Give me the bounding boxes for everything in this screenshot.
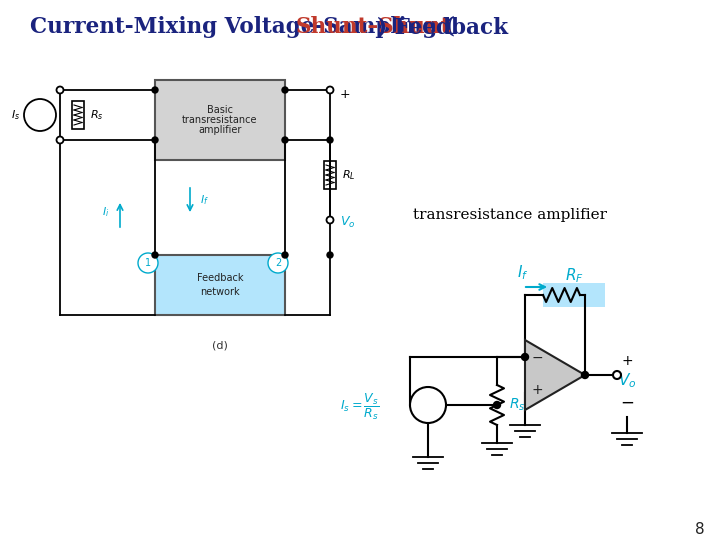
Circle shape	[582, 372, 588, 379]
Text: network: network	[200, 287, 240, 297]
Text: $V_o$: $V_o$	[618, 372, 636, 390]
Circle shape	[493, 402, 500, 408]
Text: amplifier: amplifier	[198, 125, 242, 135]
Circle shape	[282, 87, 288, 93]
FancyBboxPatch shape	[324, 161, 336, 189]
Text: +: +	[621, 354, 633, 368]
Text: $I_i$: $I_i$	[102, 205, 109, 219]
Text: 8: 8	[696, 523, 705, 537]
Text: $R_s$: $R_s$	[90, 108, 104, 122]
Circle shape	[138, 253, 158, 273]
Circle shape	[521, 354, 528, 361]
FancyBboxPatch shape	[543, 283, 605, 307]
Circle shape	[282, 137, 288, 143]
Text: $I_s = \dfrac{V_s}{R_s}$: $I_s = \dfrac{V_s}{R_s}$	[340, 392, 379, 422]
Text: $I_f$: $I_f$	[517, 264, 528, 282]
Text: +: +	[340, 89, 351, 102]
Text: Shunt–Shunt: Shunt–Shunt	[295, 17, 451, 38]
Text: (d): (d)	[212, 340, 228, 350]
Circle shape	[613, 371, 621, 379]
Circle shape	[326, 217, 333, 224]
FancyBboxPatch shape	[155, 255, 285, 315]
Text: Current-Mixing Voltage-Sampling (: Current-Mixing Voltage-Sampling (	[30, 16, 455, 38]
Circle shape	[326, 86, 333, 93]
Circle shape	[56, 86, 63, 93]
Polygon shape	[525, 340, 585, 410]
Text: $I_s$: $I_s$	[12, 108, 21, 122]
Text: $R_F$: $R_F$	[564, 267, 583, 285]
FancyBboxPatch shape	[155, 80, 285, 160]
Text: Basic: Basic	[207, 105, 233, 115]
Text: −: −	[620, 394, 634, 412]
Text: 2: 2	[275, 258, 281, 268]
Circle shape	[56, 137, 63, 144]
Text: $V_o$: $V_o$	[340, 214, 356, 230]
FancyBboxPatch shape	[72, 101, 84, 129]
Circle shape	[327, 252, 333, 258]
Circle shape	[24, 99, 56, 131]
Text: $R_L$: $R_L$	[342, 168, 356, 182]
Text: Feedback: Feedback	[197, 273, 243, 283]
Circle shape	[410, 387, 446, 423]
Text: ) Feedback: ) Feedback	[377, 17, 508, 38]
Circle shape	[152, 252, 158, 258]
Circle shape	[327, 137, 333, 143]
Text: +: +	[531, 383, 543, 397]
Circle shape	[282, 252, 288, 258]
Circle shape	[268, 253, 288, 273]
Text: $R_s$: $R_s$	[509, 397, 526, 413]
Circle shape	[152, 87, 158, 93]
Text: transresistance amplifier: transresistance amplifier	[413, 208, 607, 222]
Text: −: −	[531, 351, 543, 365]
Text: $I_f$: $I_f$	[200, 193, 209, 207]
Text: transresistance: transresistance	[182, 115, 258, 125]
Text: 1: 1	[145, 258, 151, 268]
Circle shape	[152, 137, 158, 143]
